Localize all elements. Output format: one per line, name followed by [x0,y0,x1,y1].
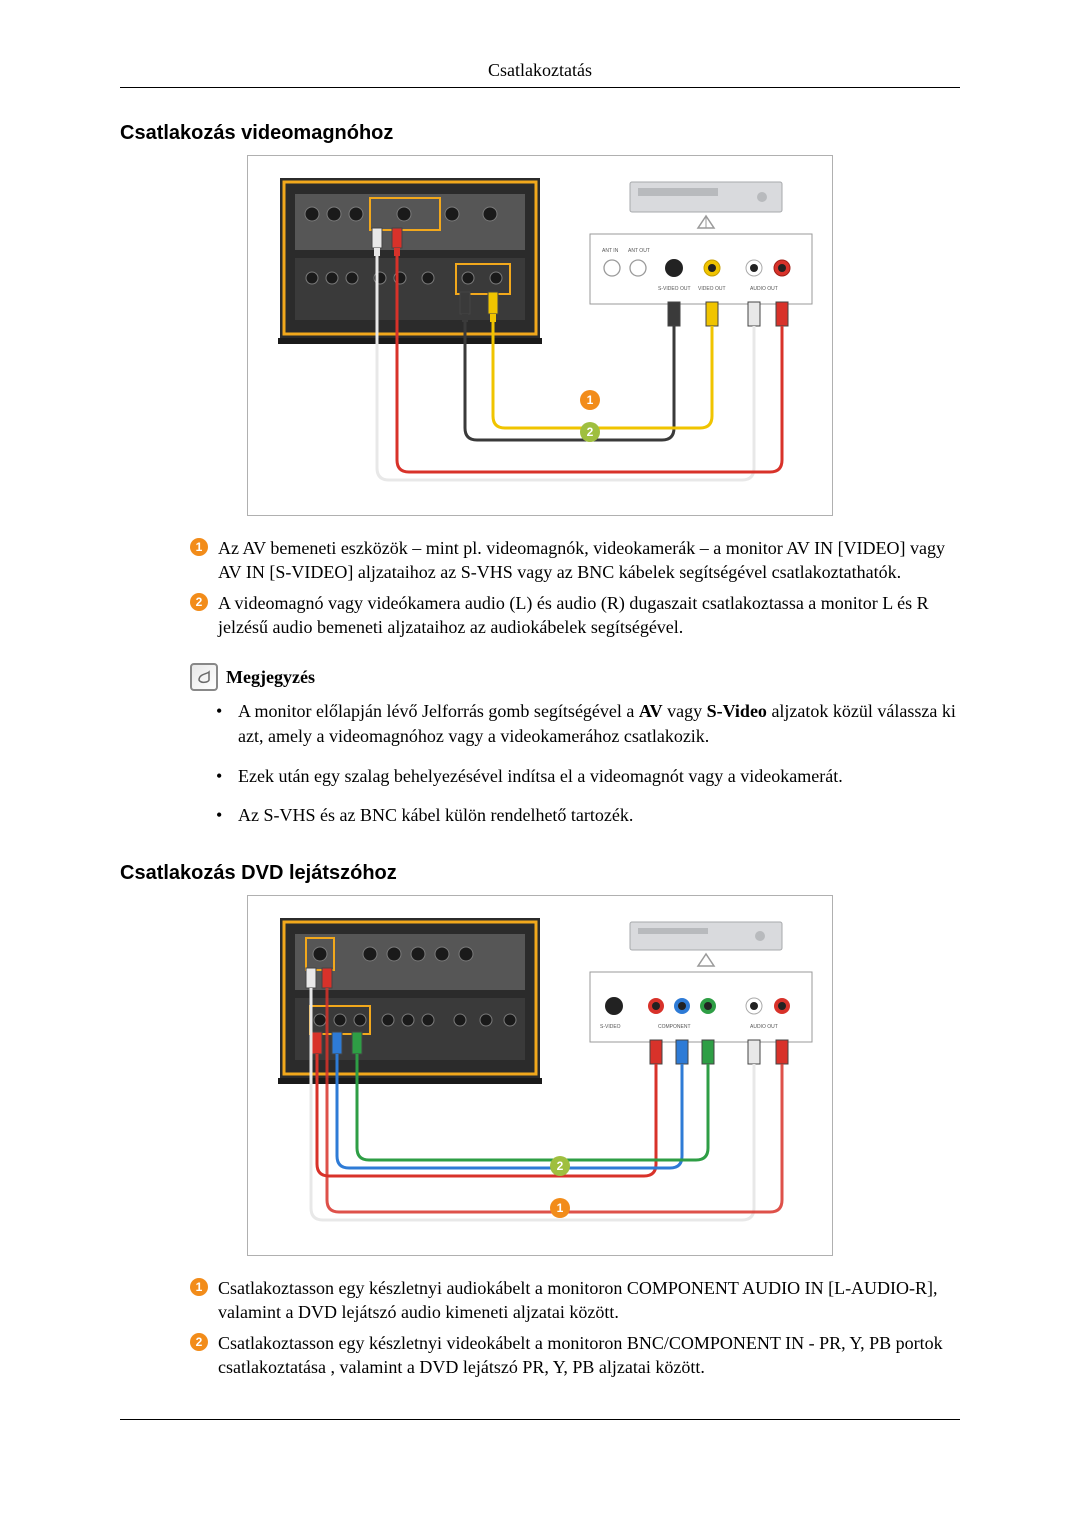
header-rule [120,87,960,88]
dvd-diagram-svg: S-VIDEO COMPONENT AUDIO OUT [260,908,820,1238]
note-item: Az S-VHS és az BNC kábel külön rendelhet… [216,803,960,828]
callout-badge-1: 1 [190,538,208,556]
note-item: A monitor előlapján lévő Jelforrás gomb … [216,699,960,749]
vcr-device: ANT IN ANT OUT S-VIDEO OUT VIDEO OUT AUD… [590,182,812,326]
dvd-device: S-VIDEO COMPONENT AUDIO OUT [590,922,812,1064]
note-bullets: A monitor előlapján lévő Jelforrás gomb … [216,699,960,828]
svg-text:COMPONENT: COMPONENT [658,1024,691,1030]
page-header: Csatlakoztatás [120,60,960,81]
callout-badge-2: 2 [190,1333,208,1351]
svg-text:2: 2 [557,1159,564,1173]
dvd-diagram: S-VIDEO COMPONENT AUDIO OUT [247,895,833,1256]
section-dvd-title: Csatlakozás DVD lejátszóhoz [120,862,960,885]
dvd-callout-text-1: Csatlakoztasson egy készletnyi audiokábe… [218,1276,960,1325]
note-heading: Megjegyzés [190,663,960,691]
vcr-callout-2: 2 [580,422,600,442]
vcr-diagram-svg: ANT IN ANT OUT S-VIDEO OUT VIDEO OUT AUD… [260,168,820,498]
section-vcr-title: Csatlakozás videomagnóhoz [120,122,960,145]
dvd-diagram-wrap: S-VIDEO COMPONENT AUDIO OUT [120,895,960,1256]
vcr-callout-1: 1 [580,390,600,410]
dvd-callout-1: 1 [550,1198,570,1218]
svg-text:S-VIDEO OUT: S-VIDEO OUT [658,286,691,292]
note-label: Megjegyzés [226,667,315,688]
callout-text-2: A videomagnó vagy videókamera audio (L) … [218,591,960,640]
dvd-callout-row-2: 2 Csatlakoztasson egy készletnyi videoká… [190,1331,960,1380]
footer-rule [120,1419,960,1420]
dvd-callout-text-2: Csatlakoztasson egy készletnyi videokábe… [218,1331,960,1380]
callout-badge-2: 2 [190,593,208,611]
dvd-callout-row-1: 1 Csatlakoztasson egy készletnyi audioká… [190,1276,960,1325]
svg-text:ANT OUT: ANT OUT [628,248,650,254]
svg-text:AUDIO OUT: AUDIO OUT [750,1024,778,1030]
dvd-callout-2: 2 [550,1156,570,1176]
note-icon [190,663,218,691]
vcr-diagram-wrap: ANT IN ANT OUT S-VIDEO OUT VIDEO OUT AUD… [120,155,960,516]
callout-badge-1: 1 [190,1278,208,1296]
note-item: Ezek után egy szalag behelyezésével indí… [216,764,960,789]
vcr-callout-row-2: 2 A videomagnó vagy videókamera audio (L… [190,591,960,640]
svg-text:1: 1 [557,1201,564,1215]
svg-text:ANT IN: ANT IN [602,248,619,254]
svg-text:2: 2 [587,425,594,439]
svg-text:AUDIO OUT: AUDIO OUT [750,286,778,292]
monitor-back [278,178,542,344]
vcr-callout-row-1: 1 Az AV bemeneti eszközök – mint pl. vid… [190,536,960,585]
page: Csatlakoztatás Csatlakozás videomagnóhoz [0,0,1080,1480]
svg-text:1: 1 [587,393,594,407]
svg-text:VIDEO OUT: VIDEO OUT [698,286,726,292]
callout-text-1: Az AV bemeneti eszközök – mint pl. video… [218,536,960,585]
svg-text:S-VIDEO: S-VIDEO [600,1024,621,1030]
vcr-diagram: ANT IN ANT OUT S-VIDEO OUT VIDEO OUT AUD… [247,155,833,516]
